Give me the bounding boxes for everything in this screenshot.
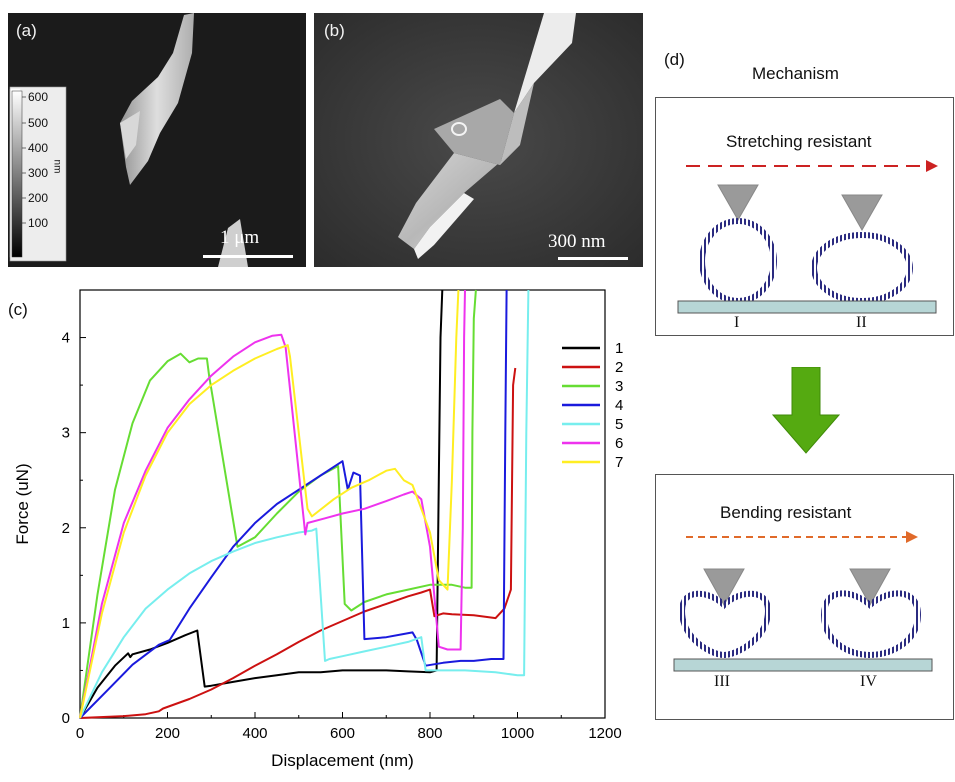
y-tick-label: 3	[62, 425, 70, 442]
colorbar-tick-100: 100	[28, 216, 49, 230]
x-tick-label: 0	[76, 725, 84, 742]
y-tick-label: 1	[62, 615, 70, 632]
y-axis-label: Force (uN)	[13, 463, 32, 544]
panel-d-label: (d)	[664, 50, 685, 69]
legend-label-1: 1	[615, 340, 623, 357]
x-tick-label: 200	[155, 725, 180, 742]
scale-bar-b	[558, 257, 628, 260]
series-line-1	[79, 289, 444, 719]
legend-label-6: 6	[615, 435, 623, 452]
x-tick-label: 1000	[501, 725, 534, 742]
x-tick-label: 800	[417, 725, 442, 742]
x-axis-label: Displacement (nm)	[271, 751, 414, 770]
label-IV: IV	[860, 673, 877, 690]
legend-label-5: 5	[615, 416, 623, 433]
mechanism-title: Mechanism	[752, 64, 839, 83]
label-I: I	[734, 314, 740, 331]
afm-height-map	[9, 13, 248, 267]
stretching-diagram	[677, 160, 938, 314]
x-tick-label: 400	[242, 725, 267, 742]
transition-down-arrow	[771, 367, 841, 454]
sem-image-panel: (b) 300 nm	[314, 13, 643, 267]
chart-series-lines	[79, 289, 530, 719]
label-II: II	[856, 314, 867, 331]
bending-box: Bending resistant III IV	[655, 474, 954, 720]
legend-label-7: 7	[615, 454, 623, 471]
y-tick-label: 2	[62, 520, 70, 537]
colorbar-tick-500: 500	[28, 116, 49, 130]
colorbar-tick-200: 200	[28, 191, 49, 205]
panel-a-label: (a)	[16, 21, 37, 40]
panel-b-label: (b)	[324, 21, 345, 40]
legend-label-3: 3	[615, 378, 623, 395]
chart-legend: 1 2 3 4 5 6 7	[562, 340, 623, 471]
colorbar-tick-300: 300	[28, 166, 49, 180]
series-line-7	[79, 289, 460, 719]
y-tick-label: 0	[62, 710, 70, 727]
series-line-5	[79, 289, 530, 719]
panel-c-label: (c)	[8, 300, 28, 319]
label-III: III	[714, 673, 730, 690]
colorbar-tick-600: 600	[28, 90, 49, 104]
bending-title: Bending resistant	[720, 503, 852, 522]
y-tick-label: 4	[62, 330, 70, 347]
x-tick-label: 600	[330, 725, 355, 742]
legend-label-2: 2	[615, 359, 623, 376]
stretching-title: Stretching resistant	[726, 132, 872, 151]
scale-text-b: 300 nm	[548, 231, 606, 252]
colorbar-tick-400: 400	[28, 141, 49, 155]
axis-ticks: 0 200 400 600 800 1000 1200 0 1 2 3 4	[62, 330, 622, 742]
stretching-box: Stretching resistant I II	[655, 97, 954, 336]
force-displacement-chart: 0 200 400 600 800 1000 1200 0 1 2 3 4 1 2 3 4 5 6 7 Displ…	[13, 289, 623, 770]
legend-label-4: 4	[615, 397, 623, 414]
scale-bar-a	[203, 255, 293, 258]
series-line-4	[79, 289, 508, 719]
sem-ribbon-image	[314, 13, 643, 267]
bending-diagram	[673, 531, 933, 672]
series-line-3	[79, 289, 477, 719]
scale-text-a: 1 μm	[220, 227, 260, 248]
colorbar-unit: nm	[51, 159, 63, 174]
series-line-6	[79, 289, 466, 719]
afm-image-panel: (a) 600 500 400 300 200 100 nm 1 μm	[8, 13, 306, 267]
x-tick-label: 1200	[588, 725, 621, 742]
